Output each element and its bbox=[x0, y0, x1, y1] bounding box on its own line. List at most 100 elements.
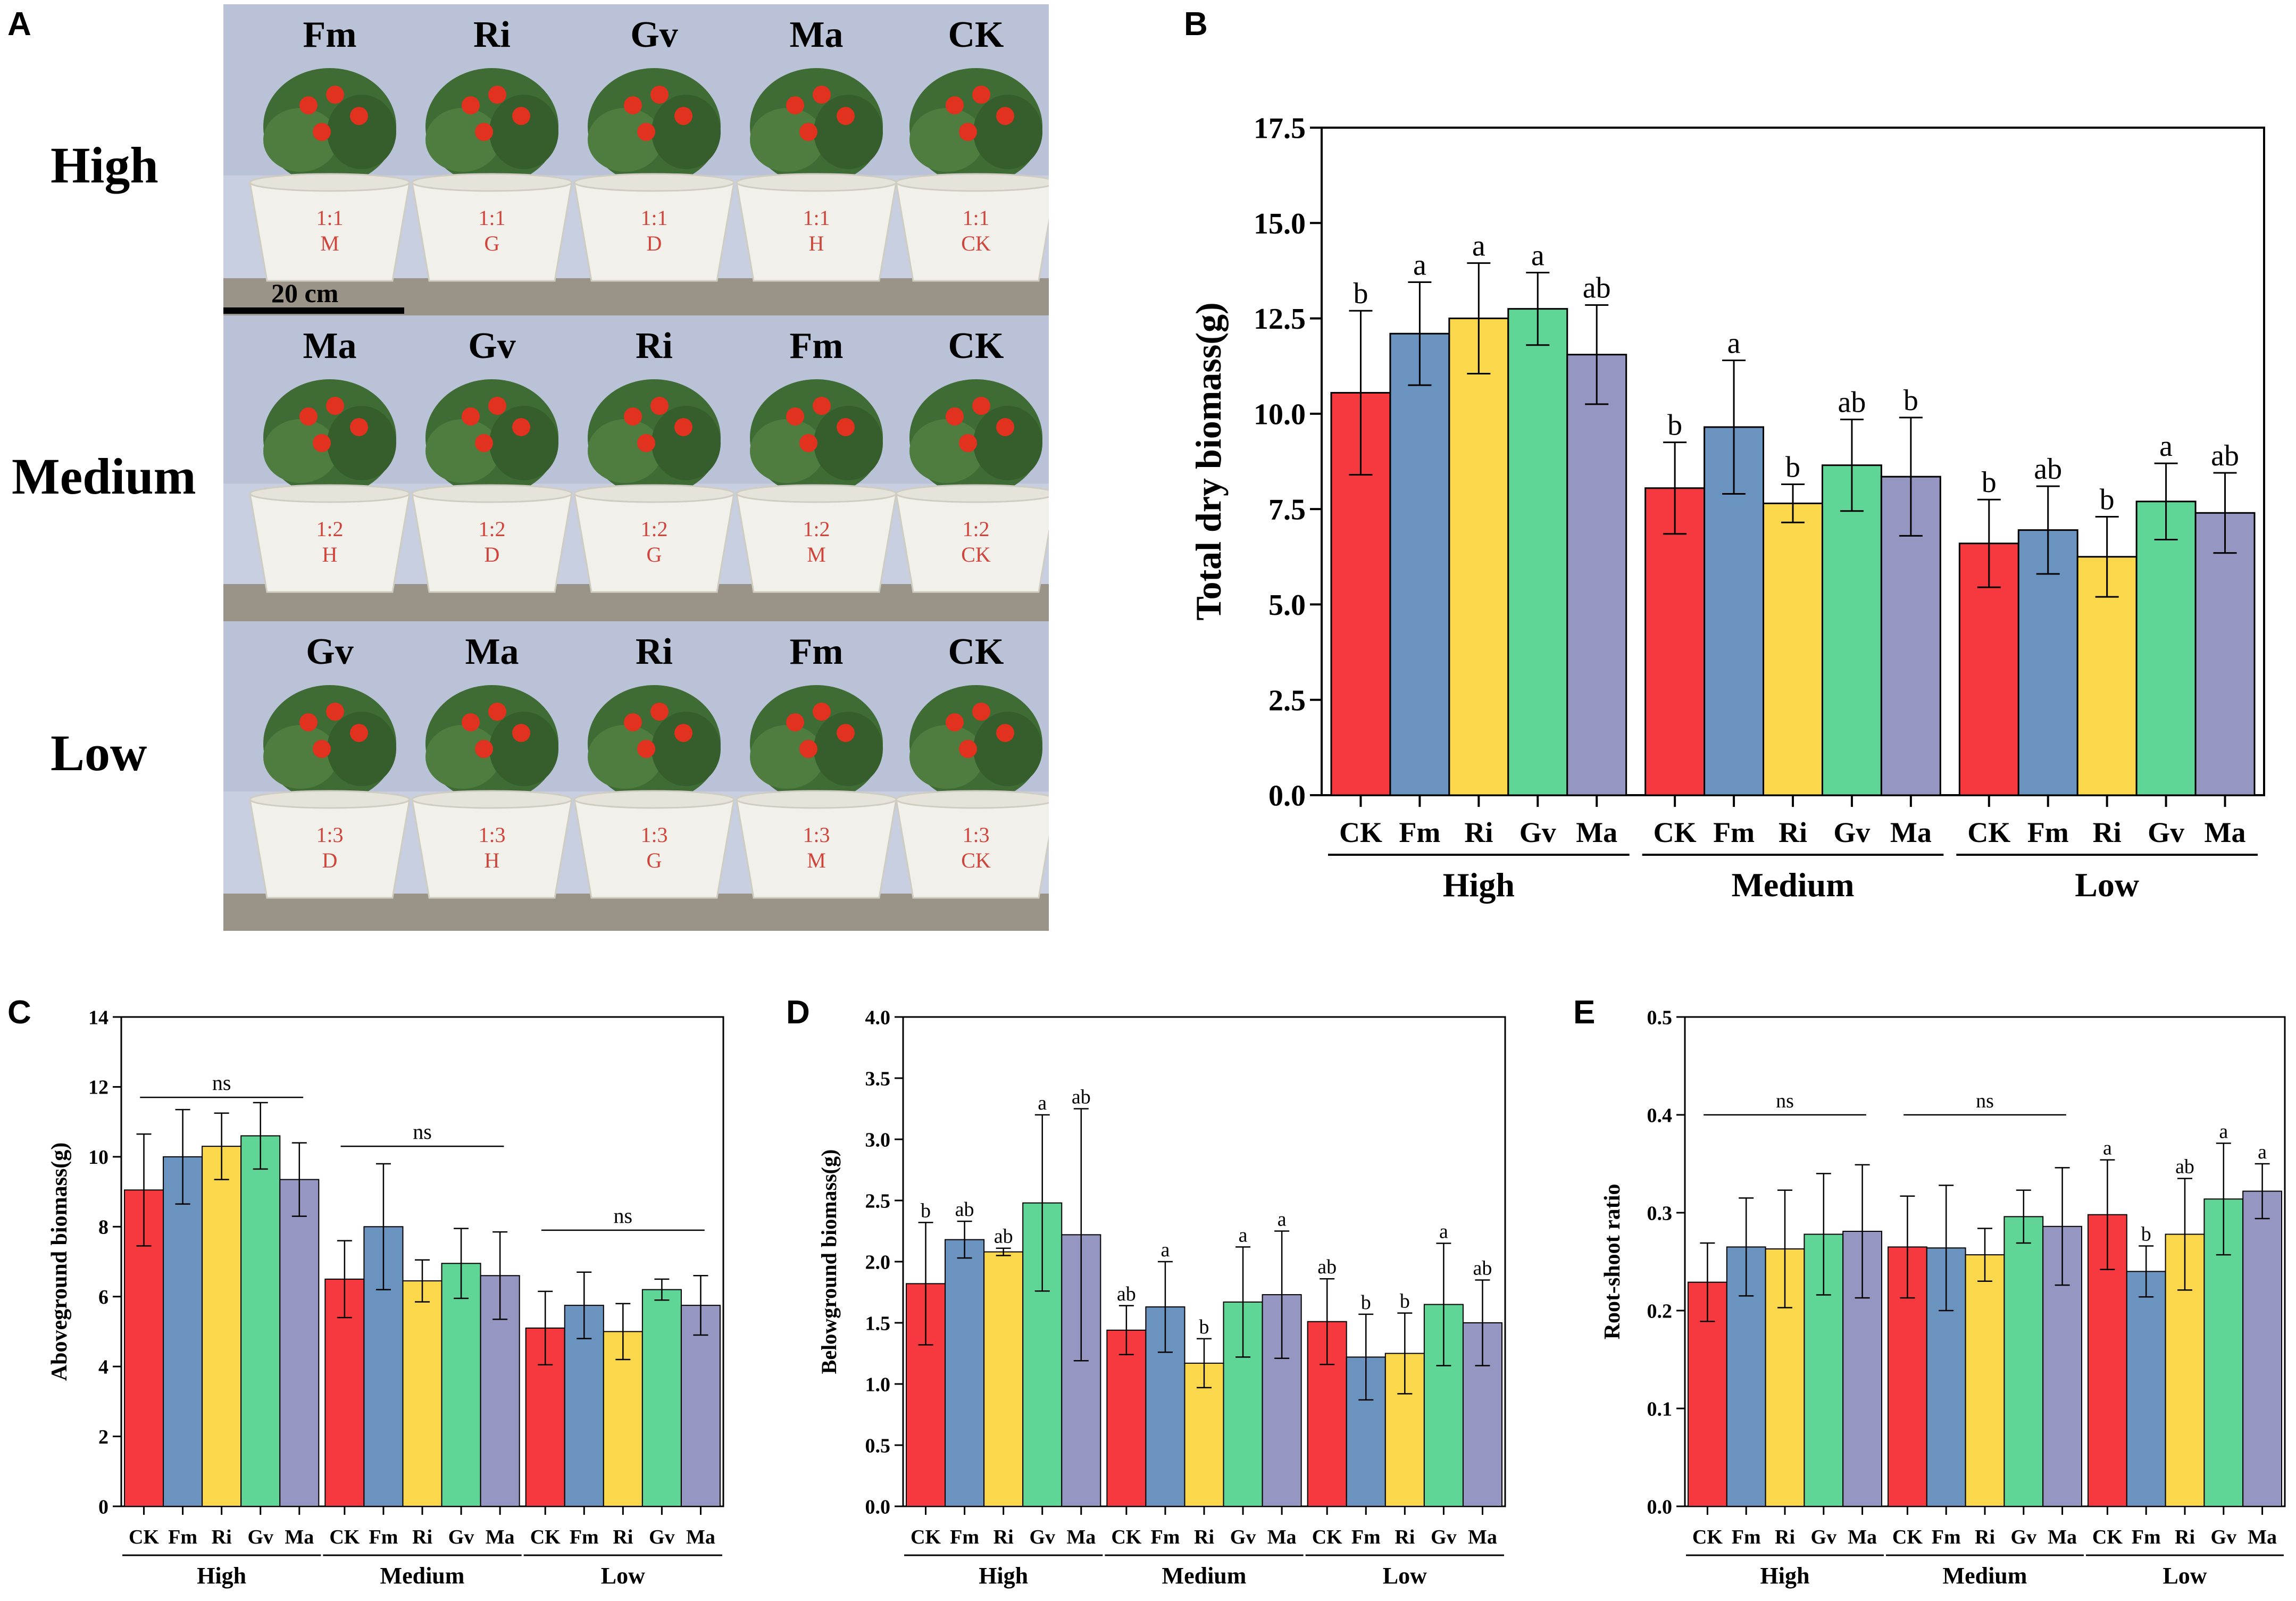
plant-foliage bbox=[489, 406, 558, 480]
x-category-label: Gv bbox=[1431, 1526, 1457, 1548]
significance-letter: a bbox=[2258, 1141, 2267, 1163]
tomato-fruit bbox=[972, 397, 990, 415]
panel-letter-b: B bbox=[1184, 6, 1208, 43]
group-label: Medium bbox=[1731, 866, 1854, 904]
x-category-label: Ma bbox=[1066, 1526, 1096, 1548]
tomato-fruit bbox=[326, 86, 344, 104]
pot-label: 1:3 bbox=[640, 823, 667, 847]
pot-label: D bbox=[322, 848, 338, 872]
x-category-label: Fm bbox=[1150, 1526, 1180, 1548]
plant-treatment-label: Ma bbox=[465, 631, 519, 672]
plant-foliage bbox=[263, 725, 338, 789]
significance-letter: ab bbox=[2175, 1156, 2194, 1178]
plant-foliage bbox=[588, 108, 662, 172]
significance-letter: ab bbox=[2211, 439, 2239, 472]
bar-gv bbox=[441, 1263, 481, 1507]
tomato-fruit bbox=[326, 703, 344, 721]
x-category-label: CK bbox=[329, 1526, 360, 1548]
plant-foliage bbox=[489, 712, 558, 786]
tomato-fruit bbox=[996, 107, 1014, 125]
y-tick-label: 4.0 bbox=[865, 1006, 891, 1029]
tomato-fruit bbox=[959, 434, 977, 452]
x-category-label: CK bbox=[1312, 1526, 1342, 1548]
x-category-label: Fm bbox=[2132, 1526, 2161, 1548]
x-category-label: Fm bbox=[1713, 816, 1755, 848]
group-label: High bbox=[1443, 866, 1515, 904]
pot-label: CK bbox=[961, 543, 991, 566]
x-category-label: Ma bbox=[2205, 816, 2246, 848]
tomato-fruit bbox=[326, 397, 344, 415]
bar-gv bbox=[2135, 501, 2197, 796]
plant-foliage bbox=[973, 712, 1042, 786]
pot-label: D bbox=[485, 543, 500, 566]
significance-letter: ab bbox=[1473, 1257, 1492, 1280]
y-tick-label: 5.0 bbox=[1268, 589, 1306, 622]
ns-label: ns bbox=[212, 1071, 231, 1095]
x-category-label: CK bbox=[1967, 816, 2010, 848]
plant-treatment-label: Ma bbox=[303, 326, 356, 366]
x-category-label: Ma bbox=[1267, 1526, 1297, 1548]
panel-letter-d: D bbox=[786, 994, 810, 1031]
tomato-fruit bbox=[350, 724, 368, 742]
tomato-fruit bbox=[313, 434, 331, 452]
x-category-label: Gv bbox=[247, 1526, 273, 1548]
plant-foliage bbox=[263, 108, 338, 172]
significance-letter: b bbox=[1982, 466, 1997, 499]
pot-rim bbox=[411, 173, 573, 192]
pot-label: 1:2 bbox=[478, 517, 505, 541]
x-category-label: CK bbox=[911, 1526, 941, 1548]
tomato-fruit bbox=[299, 407, 318, 426]
significance-letter: ab bbox=[1072, 1086, 1091, 1108]
plant-treatment-label: Fm bbox=[789, 326, 843, 366]
significance-letter: b bbox=[921, 1199, 931, 1222]
significance-letter: b bbox=[2141, 1223, 2151, 1246]
tomato-fruit bbox=[624, 96, 642, 114]
group-label: Low bbox=[2075, 866, 2139, 904]
x-category-label: Fm bbox=[570, 1526, 599, 1548]
pot-label: M bbox=[807, 848, 826, 872]
significance-letter: ab bbox=[1117, 1283, 1136, 1305]
y-tick-label: 2.5 bbox=[865, 1190, 891, 1212]
tomato-fruit bbox=[512, 418, 530, 436]
pot-label: 1:3 bbox=[478, 823, 505, 847]
ns-label: ns bbox=[1776, 1090, 1794, 1112]
x-category-label: Fm bbox=[1732, 1526, 1761, 1548]
chart-belowground-biomass: 0.0 0.5 1.0 1.5 2.0 2.5 3.0 3.5 4.0 Belowground b… bbox=[817, 1006, 1506, 1589]
y-tick-label: 0 bbox=[98, 1496, 108, 1518]
tomato-fruit bbox=[488, 86, 506, 104]
tomato-fruit bbox=[475, 123, 493, 141]
bar-ma bbox=[279, 1179, 320, 1507]
pot-label: H bbox=[485, 848, 500, 872]
scale-bar bbox=[223, 307, 404, 314]
bar-ck bbox=[1644, 487, 1706, 796]
plant-treatment-label: Ri bbox=[636, 326, 673, 366]
x-category-label: Fm bbox=[1932, 1526, 1961, 1548]
plant-foliage bbox=[327, 95, 396, 169]
group-label: Medium bbox=[380, 1563, 465, 1589]
significance-letter: b bbox=[1353, 277, 1368, 310]
pot-label: G bbox=[647, 543, 662, 566]
bar-ri bbox=[1448, 318, 1509, 796]
tomato-fruit bbox=[637, 740, 655, 758]
plant-treatment-label: Gv bbox=[468, 326, 515, 366]
ns-label: ns bbox=[1976, 1090, 1994, 1112]
tomato-fruit bbox=[786, 713, 804, 731]
x-category-label: Ri bbox=[613, 1526, 633, 1548]
x-category-label: Ma bbox=[1468, 1526, 1497, 1548]
plant-treatment-label: Gv bbox=[630, 14, 678, 55]
significance-letter: b bbox=[1903, 384, 1918, 417]
pot-label: 1:1 bbox=[316, 206, 343, 230]
bar-ri bbox=[202, 1146, 242, 1507]
plant-foliage bbox=[327, 406, 396, 480]
plant-foliage bbox=[814, 712, 883, 786]
x-category-label: Ma bbox=[686, 1526, 715, 1548]
significance-letter: a bbox=[2159, 430, 2173, 463]
pot-label: 1:3 bbox=[803, 823, 830, 847]
group-label: High bbox=[197, 1563, 246, 1589]
significance-letter: a bbox=[1413, 248, 1426, 281]
tomato-fruit bbox=[475, 434, 493, 452]
significance-letter: ab bbox=[955, 1198, 974, 1221]
tomato-fruit bbox=[299, 96, 318, 114]
tomato-fruit bbox=[786, 407, 804, 426]
pot-rim bbox=[736, 484, 897, 503]
